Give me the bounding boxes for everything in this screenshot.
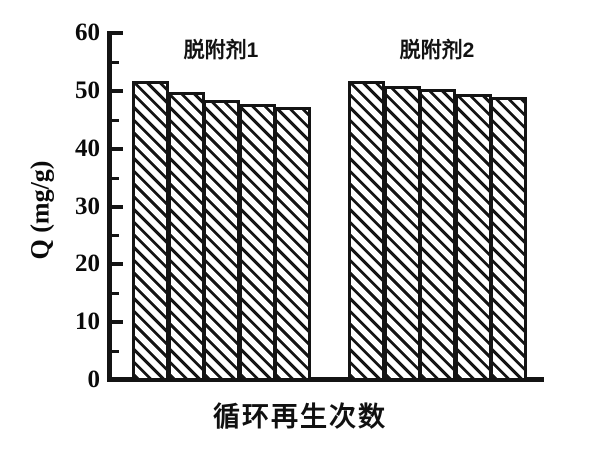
bar xyxy=(490,97,528,381)
y-tick-label: 40 xyxy=(75,134,100,162)
y-tick-minor xyxy=(112,350,119,354)
bar xyxy=(274,107,312,381)
y-tick-label: 30 xyxy=(75,192,100,220)
bar xyxy=(132,81,170,381)
x-axis-line xyxy=(107,377,544,382)
y-tick-label: 20 xyxy=(75,250,100,278)
y-tick-major xyxy=(112,204,123,209)
y-tick-minor xyxy=(112,118,119,122)
y-tick-major xyxy=(112,320,123,325)
bar xyxy=(167,91,205,381)
y-tick-minor xyxy=(112,60,119,64)
y-tick-label: 60 xyxy=(75,19,100,46)
y-tick-major xyxy=(112,378,123,382)
bar xyxy=(203,100,241,381)
group-label-desorbent-2: 脱附剂2 xyxy=(399,39,475,62)
y-tick-label: 50 xyxy=(75,76,100,104)
y-tick-major xyxy=(112,146,123,151)
group-label-desorbent-1: 脱附剂1 xyxy=(183,39,259,62)
bar xyxy=(383,85,421,381)
y-tick-major xyxy=(112,31,123,35)
y-tick-label: 0 xyxy=(87,366,101,393)
y-tick-major xyxy=(112,262,123,267)
y-tick-major xyxy=(112,88,123,93)
bar xyxy=(348,81,386,381)
y-axis-line xyxy=(107,31,112,382)
y-tick-minor xyxy=(112,292,119,296)
x-axis-label: 循环再生次数 xyxy=(213,402,387,432)
y-tick-minor xyxy=(112,234,119,238)
bar xyxy=(238,104,276,381)
bar xyxy=(419,89,457,381)
y-tick-label: 10 xyxy=(75,308,100,336)
y-tick-minor xyxy=(112,176,119,180)
bar xyxy=(454,93,492,381)
